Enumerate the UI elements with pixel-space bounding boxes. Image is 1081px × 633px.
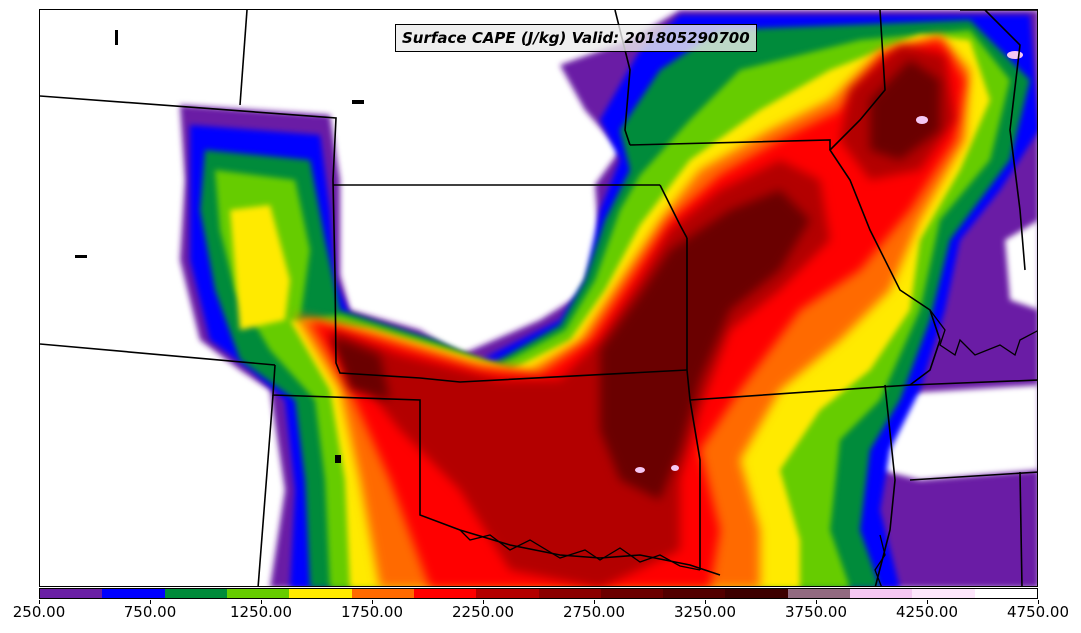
colorbar-segment [289,589,352,598]
colorbar-segment [663,589,726,598]
colorbar-segment [226,589,290,598]
colorbar-segment [787,589,851,598]
colorbar-tick [149,600,151,604]
colorbar-segment [974,589,1037,598]
colorbar-segment [40,589,103,598]
colorbar-segment [600,589,664,598]
colorbar-tick [38,600,40,604]
colorbar-tick [704,600,706,604]
state-boundaries [40,10,1037,586]
colorbar-tick [1037,600,1039,604]
colorbar-tick [815,600,817,604]
river-boundaries [459,309,1037,586]
colorbar-tick [482,600,484,604]
colorbar-tick [260,600,262,604]
colorbar [39,588,1038,599]
colorbar-segment [164,589,227,598]
colorbar-tick [371,600,373,604]
colorbar-segment [725,589,788,598]
colorbar-tick-label: 3750.00 [784,603,848,621]
colorbar-segment [413,589,477,598]
colorbar-tick-label: 250.00 [12,603,66,621]
colorbar-tick [593,600,595,604]
colorbar-tick-label: 4750.00 [1006,603,1070,621]
map-title: Surface CAPE (J/kg) Valid: 201805290700 [395,24,757,52]
colorbar-tick-label: 4250.00 [895,603,959,621]
cape-map [40,10,1037,586]
colorbar-tick-label: 3250.00 [673,603,737,621]
map-panel: Surface CAPE (J/kg) Valid: 201805290700 [39,9,1038,587]
cape-field-maroon [330,60,940,500]
colorbar-tick-label: 2250.00 [451,603,515,621]
colorbar-tick [926,600,928,604]
colorbar-tick-label: 1250.00 [229,603,293,621]
colorbar-segment [476,589,539,598]
colorbar-segment [912,589,975,598]
colorbar-tick-label: 1750.00 [340,603,404,621]
colorbar-segment [351,589,414,598]
colorbar-segment [102,589,165,598]
colorbar-segment [538,589,601,598]
lake-outlines [75,30,364,463]
cape-field-empty [870,221,1037,480]
colorbar-tick-label: 750.00 [123,603,177,621]
colorbar-segment [850,589,913,598]
colorbar-tick-label: 2750.00 [562,603,626,621]
